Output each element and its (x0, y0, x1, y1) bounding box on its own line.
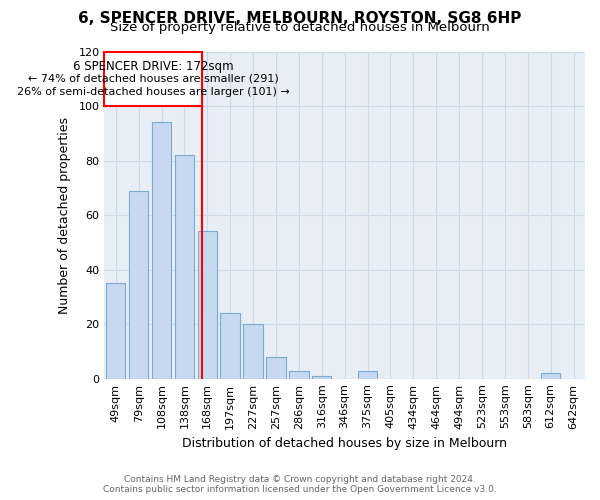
Bar (220, 313, 240, 378)
FancyBboxPatch shape (104, 52, 202, 106)
Text: 26% of semi-detached houses are larger (101) →: 26% of semi-detached houses are larger (… (17, 87, 289, 97)
Bar (266, 357, 286, 378)
Bar (312, 376, 331, 378)
Y-axis label: Number of detached properties: Number of detached properties (58, 116, 71, 314)
Bar (129, 190, 148, 378)
Bar (197, 232, 217, 378)
Bar (289, 370, 308, 378)
Text: Size of property relative to detached houses in Melbourn: Size of property relative to detached ho… (110, 22, 490, 35)
Text: 6 SPENCER DRIVE: 172sqm: 6 SPENCER DRIVE: 172sqm (73, 60, 233, 72)
Bar (541, 373, 560, 378)
Bar (106, 284, 125, 378)
Bar (152, 122, 171, 378)
Text: Contains HM Land Registry data © Crown copyright and database right 2024.
Contai: Contains HM Land Registry data © Crown c… (103, 474, 497, 494)
X-axis label: Distribution of detached houses by size in Melbourn: Distribution of detached houses by size … (182, 437, 507, 450)
Bar (175, 155, 194, 378)
Bar (244, 324, 263, 378)
Text: 6, SPENCER DRIVE, MELBOURN, ROYSTON, SG8 6HP: 6, SPENCER DRIVE, MELBOURN, ROYSTON, SG8… (79, 11, 521, 26)
Text: ← 74% of detached houses are smaller (291): ← 74% of detached houses are smaller (29… (28, 74, 278, 84)
Bar (358, 370, 377, 378)
